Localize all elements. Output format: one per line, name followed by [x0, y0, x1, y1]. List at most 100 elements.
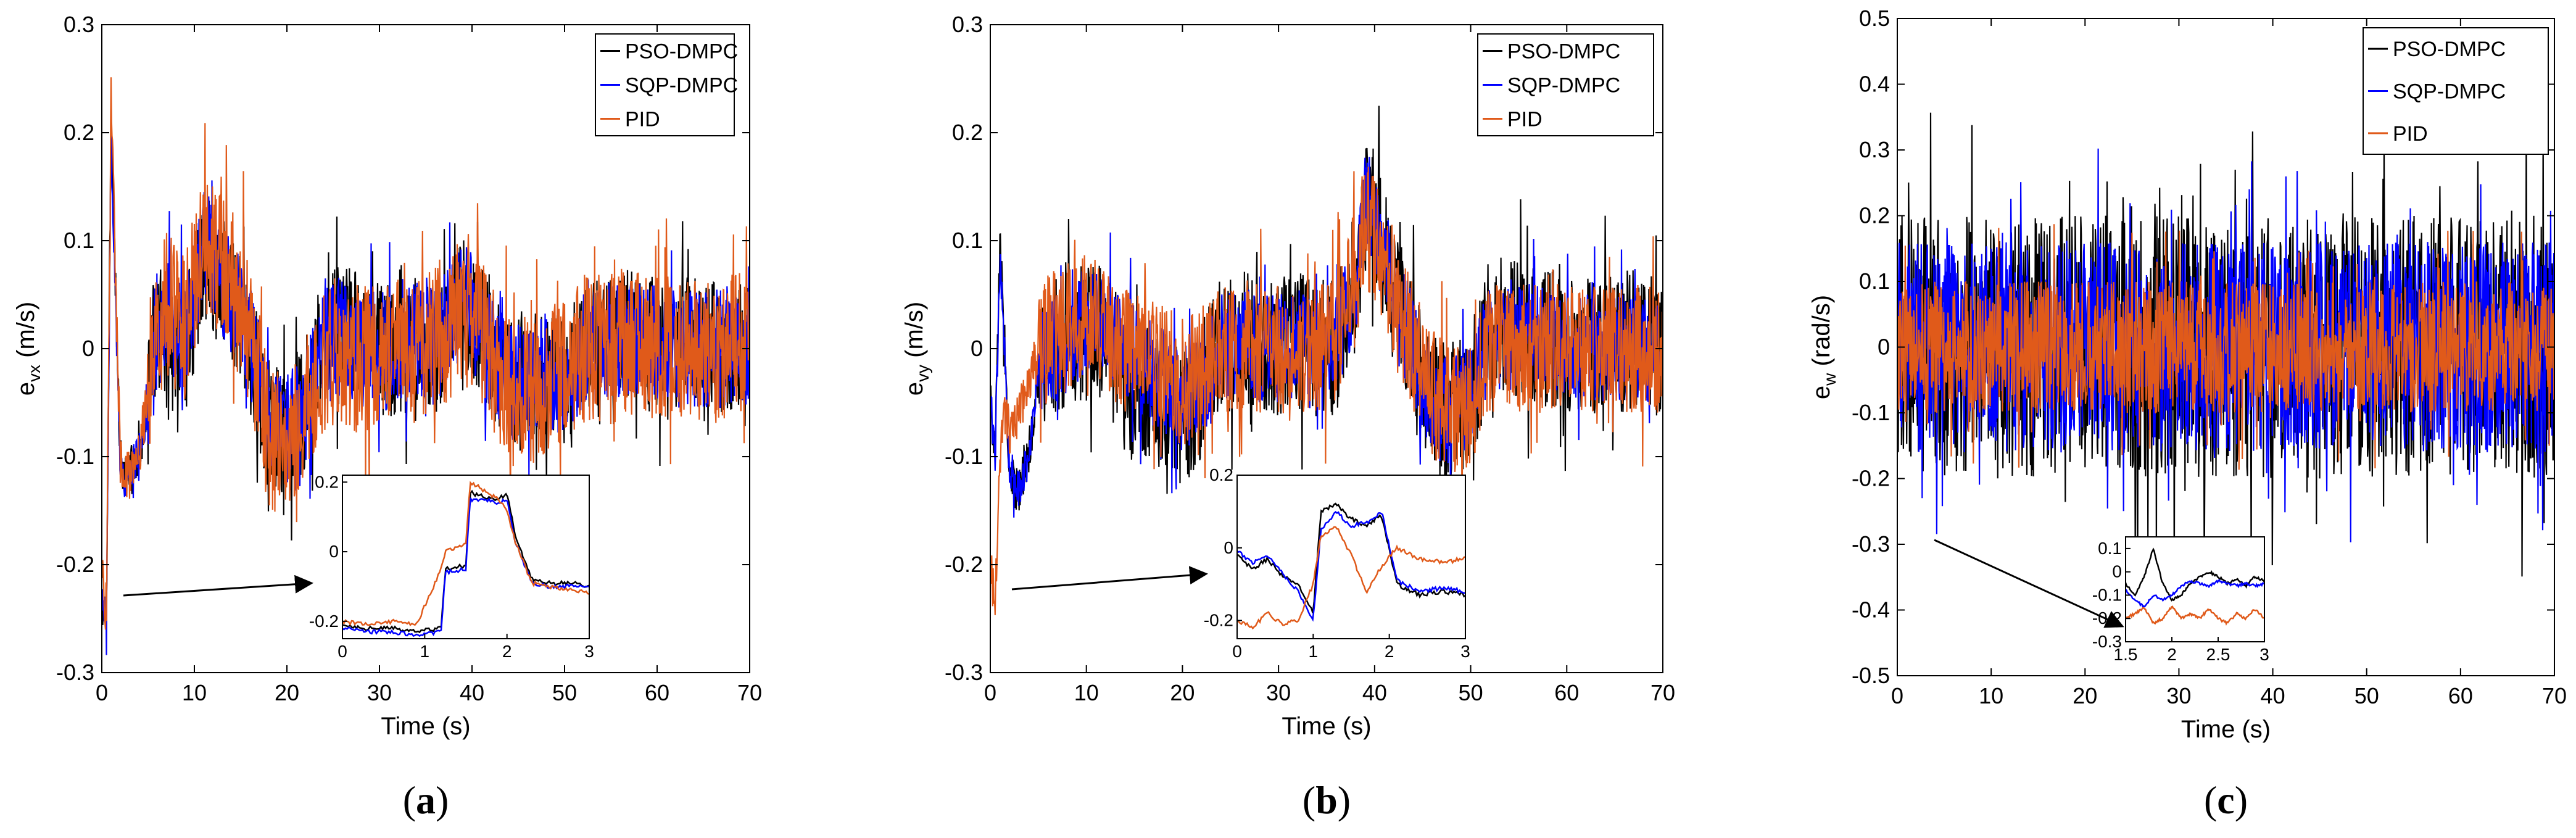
x-tick-label: 20 — [1170, 680, 1195, 705]
legend-label: PSO-DMPC — [625, 40, 738, 64]
inset-x-tick-label: 0 — [1232, 642, 1242, 661]
panel-caption-letter: c — [2217, 778, 2234, 822]
legend-label: PSO-DMPC — [1507, 40, 1620, 64]
inset-line-pid — [2126, 605, 2264, 626]
legend: PSO-DMPC SQP-DMPC PID — [595, 33, 738, 136]
inset-line-pso-dmpc — [1237, 502, 1465, 613]
zoom-arrow — [123, 575, 313, 597]
series-group — [102, 77, 750, 655]
inset-series-group — [2126, 547, 2264, 626]
x-axis-label: Time (s) — [2181, 716, 2271, 743]
series-line-pid — [990, 167, 1663, 615]
y-tick-label: -0.4 — [1852, 597, 1890, 623]
x-tick-label: 0 — [1891, 683, 1903, 708]
y-axis-label-main: e — [1808, 386, 1835, 399]
y-tick-label: 0.1 — [64, 228, 94, 253]
x-tick-label: 0 — [984, 680, 996, 705]
y-tick-label: -0.1 — [56, 444, 94, 469]
x-tick-label: 60 — [1554, 680, 1579, 705]
y-tick-label: -0.3 — [945, 660, 983, 685]
y-axis-label: evx (m/s) — [12, 302, 44, 396]
x-tick-label: 60 — [645, 680, 669, 705]
inset-border — [1236, 475, 1466, 639]
y-axis-label-sub: vy — [913, 365, 932, 382]
y-axis-label-sub: w — [1820, 373, 1839, 386]
legend: PSO-DMPC SQP-DMPC PID — [1477, 33, 1654, 136]
y-axis-label-unit: (m/s) — [12, 302, 39, 365]
inset-series-group — [1237, 502, 1465, 630]
y-tick-label: 0.2 — [952, 120, 983, 145]
inset-x-tick-label: 2 — [2167, 645, 2177, 664]
x-tick-label: 50 — [1459, 680, 1483, 705]
inset-y-tick-label: -0.3 — [2092, 632, 2122, 651]
x-tick-label: 20 — [275, 680, 299, 705]
y-axis-label-sub: vx — [25, 365, 44, 382]
x-tick-label: 10 — [1979, 683, 2003, 708]
y-tick-label: 0 — [82, 336, 94, 361]
inset-line-sqp-dmpc — [1237, 510, 1465, 622]
series-line-pid — [102, 77, 750, 630]
x-tick-label: 10 — [1074, 680, 1099, 705]
y-tick-label: -0.2 — [56, 552, 94, 577]
inset-series-group — [342, 481, 589, 637]
y-tick-label: 0.2 — [1859, 203, 1890, 228]
y-tick-label: -0.3 — [56, 660, 94, 685]
x-tick-label: 70 — [1650, 680, 1675, 705]
legend-label: SQP-DMPC — [1507, 74, 1620, 97]
y-tick-label: 0.3 — [1859, 137, 1890, 162]
y-axis-label-unit: (rad/s) — [1808, 295, 1835, 373]
y-tick-label: 0.2 — [64, 120, 94, 145]
series-group — [1897, 103, 2554, 591]
x-tick-label: 70 — [737, 680, 762, 705]
inset-line-pso-dmpc — [2126, 547, 2264, 602]
inset-x-tick-label: 3 — [1460, 642, 1470, 661]
zoom-arrow — [1011, 566, 1208, 591]
inset-frame — [1236, 475, 1466, 639]
panel-caption-letter: a — [416, 778, 436, 822]
inset-y-tick-label: 0 — [2112, 562, 2122, 581]
inset-line-sqp-dmpc — [2126, 579, 2264, 609]
inset-y-tick-label: 0 — [329, 542, 339, 561]
legend-label: PID — [2393, 122, 2428, 146]
x-tick-label: 40 — [1362, 680, 1387, 705]
panel-caption: (b) — [1302, 778, 1351, 822]
y-tick-label: -0.1 — [945, 444, 983, 469]
inset-line-pid — [342, 481, 589, 626]
y-tick-label: 0.3 — [952, 12, 983, 37]
inset-plot: 0 1 2 3 -0.2 0 0.2 — [309, 472, 594, 661]
inset-x-tick-label: 0 — [338, 642, 347, 661]
x-axis-label: Time (s) — [1282, 713, 1371, 740]
legend-box — [2363, 27, 2549, 155]
inset-x-tick-label: 1 — [420, 642, 430, 661]
legend-label: PID — [625, 108, 660, 131]
legend-label: SQP-DMPC — [625, 74, 738, 97]
inset-x-tick-label: 3 — [584, 642, 594, 661]
inset-y-tick-label: 0 — [1224, 538, 1233, 557]
y-tick-label: -0.2 — [945, 552, 983, 577]
x-tick-label: 30 — [367, 680, 392, 705]
x-tick-label: 20 — [2073, 683, 2097, 708]
panel-caption: (a) — [403, 778, 449, 822]
panel-b: 0 10 20 30 40 50 60 70-0.3-0.2-0.100.10.20.3Tim… — [901, 12, 1675, 822]
y-tick-label: 0.3 — [64, 12, 94, 37]
inset-y-tick-label: 0.2 — [1209, 465, 1233, 484]
y-tick-label: -0.5 — [1852, 663, 1890, 688]
y-tick-label: -0.2 — [1852, 466, 1890, 491]
zoom-arrow — [1934, 539, 2124, 628]
y-tick-label: 0.4 — [1859, 72, 1890, 97]
y-axis-label-unit: (m/s) — [901, 302, 928, 365]
inset-plot: 1.5 2 2.5 3-0.3-0.2-0.100.1 — [2092, 536, 2269, 664]
inset-x-tick-label: 1.5 — [2114, 645, 2138, 664]
y-axis-label-main: e — [12, 382, 39, 396]
inset-y-tick-label: -0.1 — [2092, 585, 2122, 604]
panel-c: 0 10 20 30 40 50 60 70-0.5-0.4-0.3-0.2-0.100.10… — [1808, 6, 2567, 822]
y-axis-label-main: e — [901, 382, 928, 396]
inset-x-tick-label: 2 — [1385, 642, 1394, 661]
legend-label: PID — [1507, 108, 1543, 131]
inset-x-tick-label: 2 — [502, 642, 512, 661]
series-line-pid — [1897, 224, 2554, 470]
y-tick-label: -0.3 — [1852, 531, 1890, 557]
y-tick-label: 0.5 — [1859, 6, 1890, 31]
x-tick-label: 50 — [552, 680, 577, 705]
